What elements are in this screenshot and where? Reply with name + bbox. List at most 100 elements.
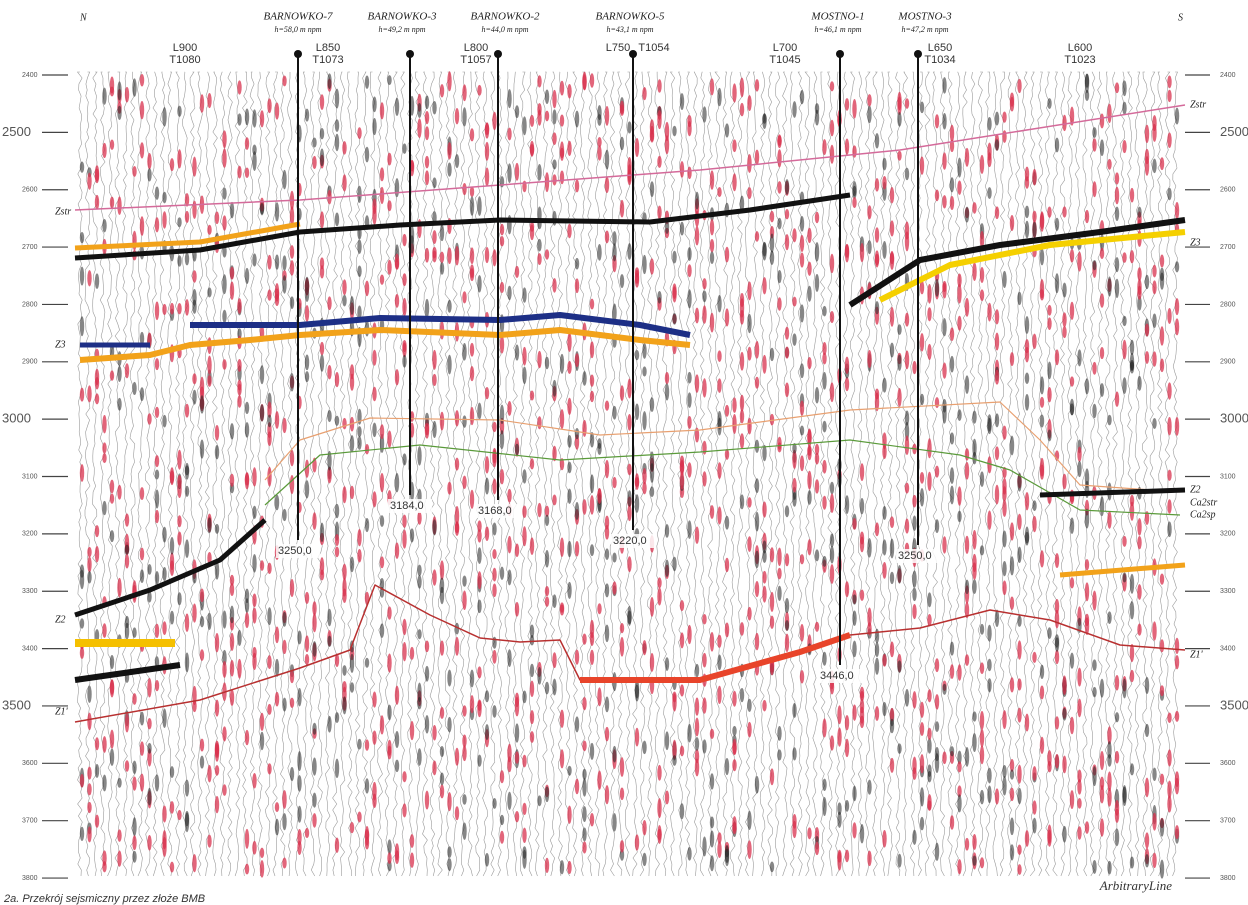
- reflection: [627, 611, 631, 625]
- reflection: [110, 679, 114, 697]
- reflection: [275, 411, 279, 429]
- reflection: [950, 486, 954, 505]
- reflection: [380, 102, 384, 119]
- reflection: [80, 570, 84, 589]
- reflection: [1017, 765, 1021, 784]
- well-elevation: h=44,0 m npm: [482, 25, 529, 34]
- reflection: [942, 684, 946, 695]
- reflection: [447, 858, 451, 871]
- reflection: [1070, 302, 1074, 320]
- reflection: [335, 416, 339, 426]
- reflection: [1040, 685, 1044, 699]
- reflection: [717, 841, 721, 858]
- reflection: [500, 567, 504, 580]
- reflection: [1055, 599, 1059, 614]
- reflection: [222, 310, 226, 323]
- reflection: [260, 110, 264, 127]
- reflection: [747, 154, 751, 173]
- reflection: [260, 713, 264, 731]
- reflection: [192, 157, 196, 177]
- reflection: [995, 333, 999, 351]
- reflection: [455, 154, 459, 168]
- reflection: [252, 841, 256, 855]
- reflection: [747, 95, 751, 111]
- reflection: [350, 486, 354, 499]
- reflection: [1115, 800, 1119, 816]
- reflection: [207, 287, 211, 297]
- reflection: [470, 196, 474, 215]
- reflection: [942, 536, 946, 553]
- reflection: [777, 568, 781, 580]
- reflection: [1040, 665, 1044, 679]
- reflection: [177, 515, 181, 527]
- reflection: [965, 148, 969, 167]
- reflection: [95, 737, 99, 750]
- reflection: [620, 637, 624, 657]
- reflection: [890, 307, 894, 327]
- reflection: [950, 327, 954, 341]
- reflection: [710, 773, 714, 789]
- reflection: [770, 592, 774, 612]
- reflection: [620, 623, 624, 633]
- reflection: [492, 549, 496, 559]
- reflection: [365, 739, 369, 750]
- reflection: [110, 140, 114, 150]
- reflection: [815, 622, 819, 632]
- reflection: [1032, 766, 1036, 781]
- reflection: [1092, 127, 1096, 138]
- reflection: [395, 473, 399, 492]
- reflection: [387, 839, 391, 854]
- reflection: [965, 298, 969, 317]
- reflection: [582, 778, 586, 796]
- reflection: [987, 303, 991, 322]
- reflection: [972, 411, 976, 424]
- reflection: [882, 506, 886, 520]
- line-label: L600: [1068, 42, 1092, 54]
- reflection: [140, 487, 144, 500]
- reflection: [200, 440, 204, 459]
- reflection: [605, 106, 609, 126]
- reflection: [530, 537, 534, 555]
- reflection: [560, 860, 564, 874]
- reflection: [335, 547, 339, 558]
- reflection: [485, 853, 489, 867]
- reflection: [852, 786, 856, 802]
- reflection: [95, 393, 99, 404]
- reflection: [1175, 261, 1179, 272]
- reflection: [815, 103, 819, 114]
- reflection: [87, 767, 91, 780]
- reflection: [530, 635, 534, 646]
- reflection: [1062, 326, 1066, 338]
- reflection: [957, 158, 961, 178]
- reflection: [972, 202, 976, 214]
- reflection: [1077, 798, 1081, 809]
- reflection: [815, 842, 819, 855]
- reflection: [395, 760, 399, 773]
- reflection: [500, 405, 504, 425]
- reflection: [87, 557, 91, 573]
- reflection: [830, 735, 834, 750]
- reflection: [665, 657, 669, 671]
- reflection: [770, 768, 774, 785]
- reflection: [950, 642, 954, 656]
- reflection: [1047, 317, 1051, 330]
- reflection: [305, 480, 309, 498]
- reflection: [1100, 113, 1104, 128]
- reflection: [470, 128, 474, 141]
- reflection: [642, 820, 646, 835]
- reflection: [657, 798, 661, 818]
- reflection: [860, 536, 864, 552]
- reflection: [275, 802, 279, 812]
- reflection: [995, 370, 999, 385]
- reflection: [807, 539, 811, 555]
- reflection: [1175, 202, 1179, 219]
- reflection: [275, 495, 279, 511]
- reflection: [987, 152, 991, 167]
- reflection: [582, 740, 586, 751]
- reflection: [110, 530, 114, 542]
- reflection: [927, 689, 931, 702]
- reflection: [777, 134, 781, 148]
- caption: 2a. Przekrój sejsmiczny przez złoże BMB: [3, 893, 205, 905]
- depth-label: 2600: [22, 187, 38, 194]
- trace: [198, 72, 203, 876]
